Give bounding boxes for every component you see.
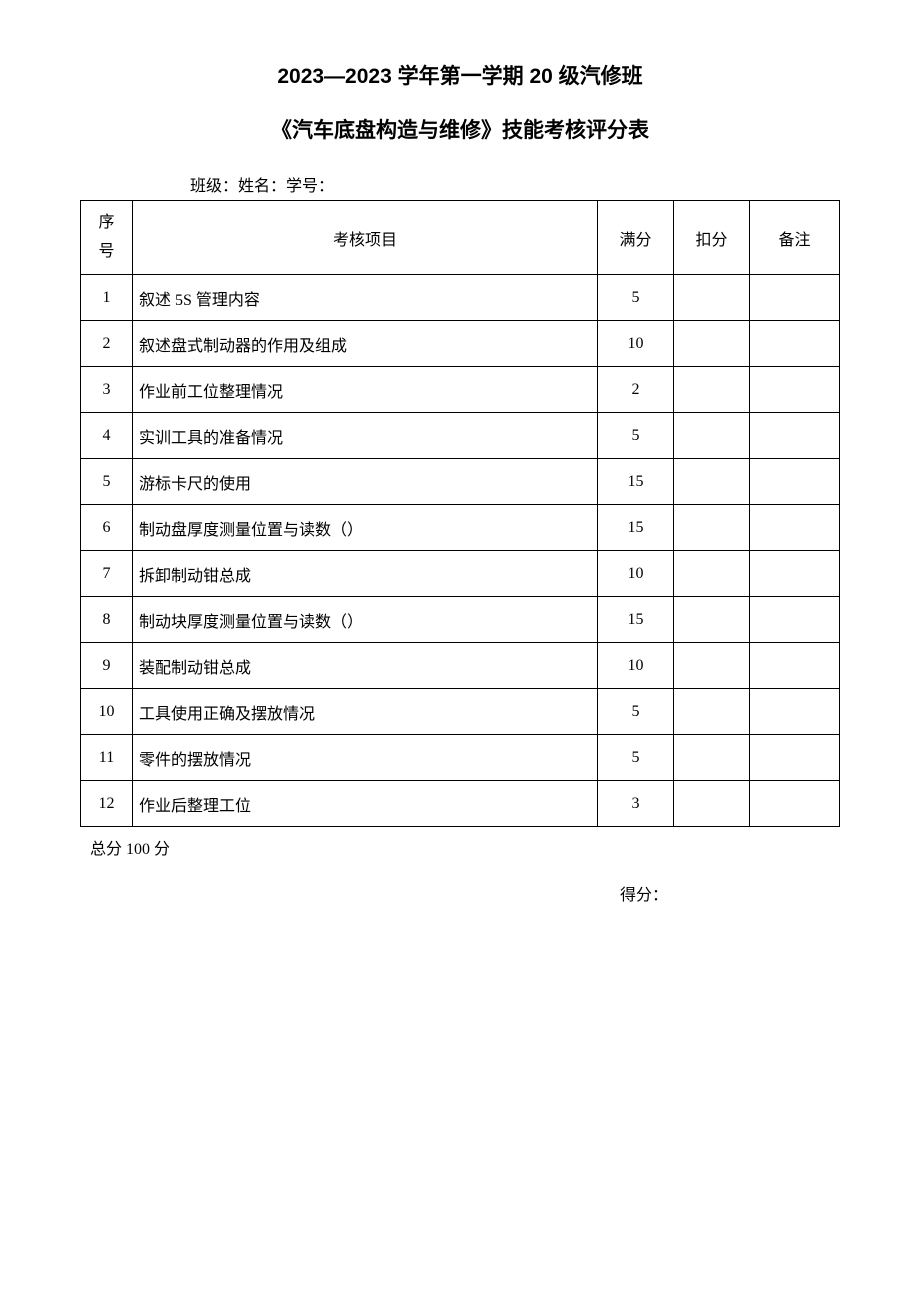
cell-item: 叙述 5S 管理内容 bbox=[133, 275, 598, 321]
cell-seq: 10 bbox=[81, 689, 133, 735]
cell-seq: 2 bbox=[81, 321, 133, 367]
table-row: 4 实训工具的准备情况 5 bbox=[81, 413, 840, 459]
cell-score: 5 bbox=[598, 735, 674, 781]
student-info-line: 班级：姓名：学号： bbox=[190, 172, 840, 196]
cell-remark bbox=[750, 643, 840, 689]
cell-seq: 11 bbox=[81, 735, 133, 781]
cell-remark bbox=[750, 689, 840, 735]
cell-seq: 5 bbox=[81, 459, 133, 505]
cell-seq: 4 bbox=[81, 413, 133, 459]
table-row: 6 制动盘厚度测量位置与读数（） 15 bbox=[81, 505, 840, 551]
cell-item: 工具使用正确及摆放情况 bbox=[133, 689, 598, 735]
cell-deduct bbox=[674, 321, 750, 367]
cell-deduct bbox=[674, 735, 750, 781]
col-header-seq: 序 号 bbox=[81, 201, 133, 275]
cell-remark bbox=[750, 275, 840, 321]
cell-score: 5 bbox=[598, 275, 674, 321]
cell-item: 作业后整理工位 bbox=[133, 781, 598, 827]
cell-item: 装配制动钳总成 bbox=[133, 643, 598, 689]
cell-score: 15 bbox=[598, 597, 674, 643]
cell-item: 零件的摆放情况 bbox=[133, 735, 598, 781]
table-row: 9 装配制动钳总成 10 bbox=[81, 643, 840, 689]
cell-item: 拆卸制动钳总成 bbox=[133, 551, 598, 597]
col-header-remark: 备注 bbox=[750, 201, 840, 275]
cell-score: 10 bbox=[598, 551, 674, 597]
col-header-item: 考核项目 bbox=[133, 201, 598, 275]
table-row: 11 零件的摆放情况 5 bbox=[81, 735, 840, 781]
cell-seq: 12 bbox=[81, 781, 133, 827]
cell-seq: 8 bbox=[81, 597, 133, 643]
cell-seq: 7 bbox=[81, 551, 133, 597]
cell-remark bbox=[750, 505, 840, 551]
cell-score: 10 bbox=[598, 321, 674, 367]
cell-seq: 1 bbox=[81, 275, 133, 321]
table-row: 1 叙述 5S 管理内容 5 bbox=[81, 275, 840, 321]
total-score-line: 总分 100 分 bbox=[90, 835, 840, 859]
cell-score: 5 bbox=[598, 689, 674, 735]
page-title-line2: 《汽车底盘构造与维修》技能考核评分表 bbox=[80, 114, 840, 144]
cell-seq: 6 bbox=[81, 505, 133, 551]
cell-score: 2 bbox=[598, 367, 674, 413]
cell-item: 实训工具的准备情况 bbox=[133, 413, 598, 459]
cell-item: 制动块厚度测量位置与读数（） bbox=[133, 597, 598, 643]
col-header-deduction: 扣分 bbox=[674, 201, 750, 275]
cell-deduct bbox=[674, 597, 750, 643]
cell-deduct bbox=[674, 505, 750, 551]
cell-score: 3 bbox=[598, 781, 674, 827]
cell-item: 作业前工位整理情况 bbox=[133, 367, 598, 413]
cell-item: 制动盘厚度测量位置与读数（） bbox=[133, 505, 598, 551]
cell-remark bbox=[750, 781, 840, 827]
cell-deduct bbox=[674, 459, 750, 505]
cell-remark bbox=[750, 597, 840, 643]
cell-remark bbox=[750, 321, 840, 367]
cell-item: 游标卡尺的使用 bbox=[133, 459, 598, 505]
table-row: 12 作业后整理工位 3 bbox=[81, 781, 840, 827]
cell-remark bbox=[750, 367, 840, 413]
table-header-row: 序 号 考核项目 满分 扣分 备注 bbox=[81, 201, 840, 275]
final-score-label: 得分： bbox=[620, 881, 840, 905]
table-row: 10 工具使用正确及摆放情况 5 bbox=[81, 689, 840, 735]
cell-remark bbox=[750, 551, 840, 597]
col-header-fullscore: 满分 bbox=[598, 201, 674, 275]
col-header-seq-line1: 序 bbox=[85, 209, 128, 238]
cell-deduct bbox=[674, 689, 750, 735]
cell-deduct bbox=[674, 643, 750, 689]
cell-deduct bbox=[674, 551, 750, 597]
cell-seq: 9 bbox=[81, 643, 133, 689]
cell-deduct bbox=[674, 367, 750, 413]
table-row: 5 游标卡尺的使用 15 bbox=[81, 459, 840, 505]
table-row: 7 拆卸制动钳总成 10 bbox=[81, 551, 840, 597]
cell-deduct bbox=[674, 413, 750, 459]
cell-remark bbox=[750, 459, 840, 505]
page-title-line1: 2023—2023 学年第一学期 20 级汽修班 bbox=[80, 60, 840, 90]
cell-score: 5 bbox=[598, 413, 674, 459]
cell-score: 10 bbox=[598, 643, 674, 689]
cell-score: 15 bbox=[598, 459, 674, 505]
table-row: 8 制动块厚度测量位置与读数（） 15 bbox=[81, 597, 840, 643]
cell-item: 叙述盘式制动器的作用及组成 bbox=[133, 321, 598, 367]
cell-score: 15 bbox=[598, 505, 674, 551]
scoring-table: 序 号 考核项目 满分 扣分 备注 1 叙述 5S 管理内容 5 2 叙述盘式制… bbox=[80, 200, 840, 827]
cell-deduct bbox=[674, 781, 750, 827]
cell-seq: 3 bbox=[81, 367, 133, 413]
table-row: 2 叙述盘式制动器的作用及组成 10 bbox=[81, 321, 840, 367]
cell-deduct bbox=[674, 275, 750, 321]
cell-remark bbox=[750, 735, 840, 781]
table-row: 3 作业前工位整理情况 2 bbox=[81, 367, 840, 413]
col-header-seq-line2: 号 bbox=[85, 238, 128, 267]
cell-remark bbox=[750, 413, 840, 459]
